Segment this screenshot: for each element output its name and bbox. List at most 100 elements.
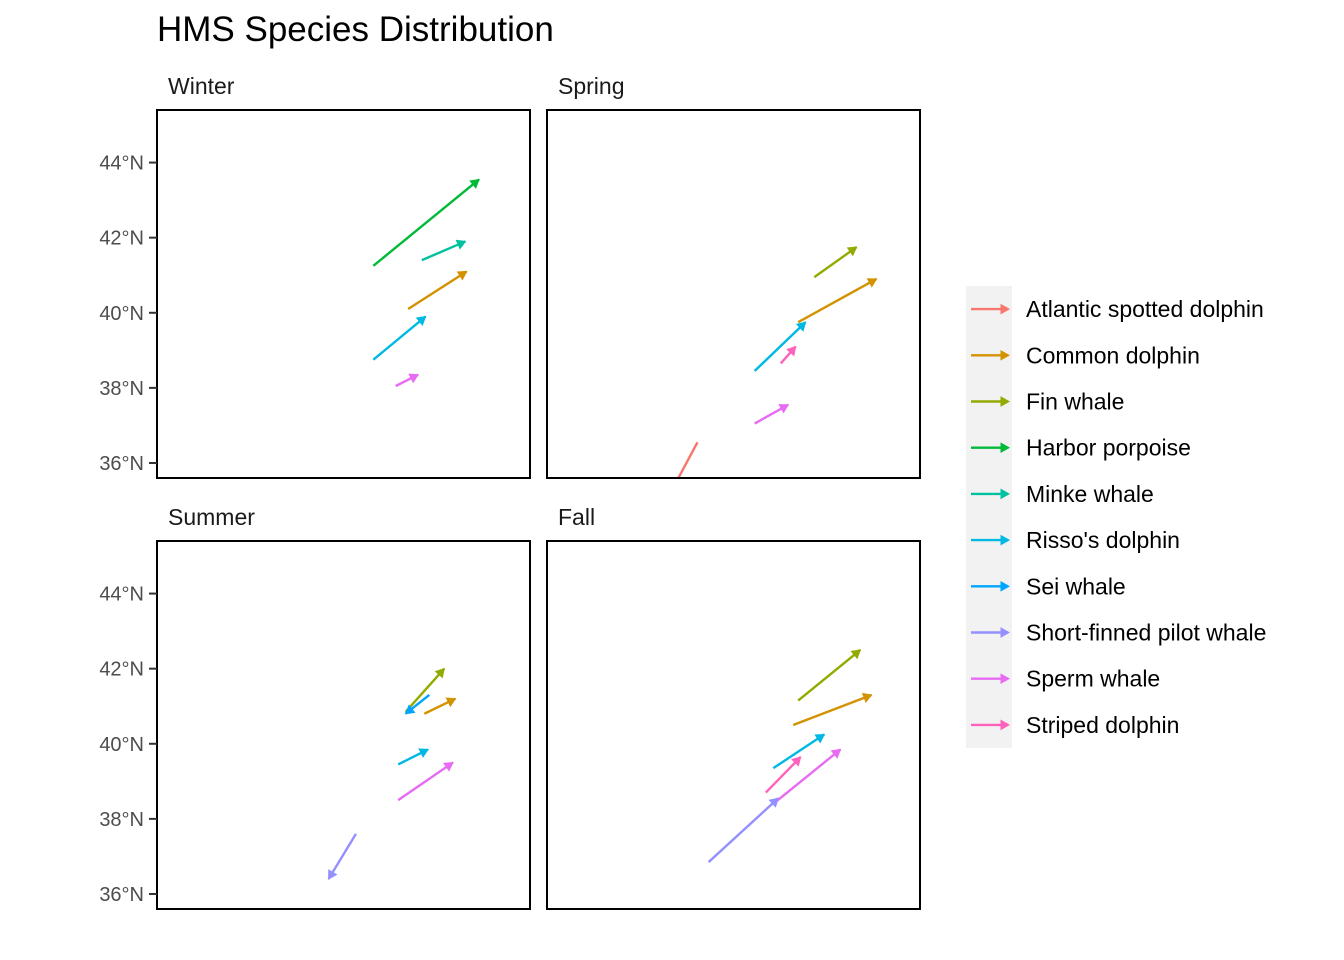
arrow-head: [415, 315, 427, 326]
legend: Atlantic spotted dolphin Common dolphin Fi…: [966, 286, 1266, 748]
arrow-common-dolphin: [407, 270, 468, 311]
arrow-sperm-whale: [397, 761, 454, 802]
y-tick-label: 40°N: [99, 734, 144, 756]
legend-item: Common dolphin: [971, 342, 1200, 368]
legend-item: Sei whale: [971, 573, 1126, 599]
arrow-head: [404, 704, 416, 715]
legend-item: Striped dolphin: [971, 712, 1179, 738]
arrow-striped-dolphin: [764, 756, 802, 794]
facet-strip-label: Spring: [558, 73, 624, 99]
legend-label: Common dolphin: [1026, 342, 1200, 368]
arrow-head: [866, 278, 878, 288]
legend-key-arrow-head: [1000, 442, 1011, 454]
arrow-shaft: [372, 315, 427, 361]
arrow-head: [786, 345, 797, 357]
legend-key-arrow-head: [1000, 719, 1011, 731]
legend-item: Harbor porpoise: [971, 435, 1191, 461]
arrow-striped-dolphin: [779, 345, 797, 365]
legend-key-arrow-head: [1000, 534, 1011, 546]
panel-border: [156, 540, 531, 910]
facet-panel-summer: Summer: [156, 504, 531, 910]
arrow-fin-whale: [797, 648, 862, 702]
arrow-head: [408, 373, 419, 384]
arrow-risso-s-dolphin: [753, 321, 807, 372]
arrow-head: [791, 756, 802, 767]
arrow-head: [328, 869, 338, 880]
arrow-series: [372, 178, 480, 388]
arrow-common-dolphin: [423, 697, 457, 715]
facet-strip-label: Summer: [168, 504, 255, 530]
arrow-head: [445, 697, 457, 708]
arrow-shaft: [677, 441, 699, 478]
arrow-fin-whale: [404, 667, 446, 713]
legend-key-arrow-head: [1000, 349, 1011, 361]
arrow-sperm-whale: [395, 373, 419, 388]
arrow-shaft: [404, 667, 446, 713]
legend-label: Risso's dolphin: [1026, 527, 1180, 553]
arrow-head: [418, 748, 429, 758]
facet-panel-fall: Fall: [546, 504, 921, 910]
facet-panel-winter: Winter: [156, 73, 531, 479]
facet-panels: Winter Spring Summer Fall: [156, 73, 921, 910]
arrow-shaft: [797, 648, 862, 702]
arrow-shaft: [764, 756, 802, 794]
arrow-head: [469, 178, 480, 189]
arrow-atlantic-spotted-dolphin: [677, 441, 699, 478]
legend-item: Risso's dolphin: [971, 527, 1180, 553]
arrow-sei-whale: [404, 694, 431, 715]
legend-label: Harbor porpoise: [1026, 435, 1191, 461]
arrow-shaft: [707, 797, 780, 863]
arrow-head: [456, 270, 468, 281]
panel-border: [546, 109, 921, 479]
panel-border: [156, 109, 531, 479]
legend-item: Sperm whale: [971, 666, 1160, 692]
arrow-risso-s-dolphin: [397, 748, 429, 766]
arrow-risso-s-dolphin: [772, 733, 826, 770]
y-tick-label: 38°N: [99, 809, 144, 831]
arrow-head: [814, 733, 826, 744]
arrow-head: [861, 692, 873, 703]
arrow-short-finned-pilot-whale: [707, 797, 780, 863]
legend-key-arrow-head: [1000, 303, 1011, 315]
arrow-shaft: [792, 693, 872, 727]
arrow-shaft: [372, 178, 480, 267]
arrow-shaft: [397, 761, 454, 802]
legend-key-arrow-head: [1000, 488, 1011, 500]
y-axis: 36°N 38°N 40°N 42°N 44°N: [99, 584, 157, 906]
arrow-shaft: [813, 246, 858, 279]
y-axis: 36°N 38°N 40°N 42°N 44°N: [99, 153, 157, 475]
y-tick-label: 36°N: [99, 453, 144, 475]
arrow-series: [327, 667, 457, 880]
y-tick-label: 44°N: [99, 584, 144, 606]
arrow-common-dolphin: [797, 277, 878, 324]
arrow-shaft: [772, 733, 825, 770]
arrow-risso-s-dolphin: [372, 315, 427, 361]
legend-item: Short-finned pilot whale: [971, 620, 1266, 646]
facet-panel-spring: Spring: [546, 73, 921, 479]
legend-label: Minke whale: [1026, 481, 1154, 507]
arrow-shaft: [772, 748, 842, 805]
arrow-head: [443, 761, 454, 772]
chart-title: HMS Species Distribution: [157, 10, 554, 49]
legend-label: Sei whale: [1026, 573, 1126, 599]
arrow-shaft: [797, 277, 878, 324]
legend-label: Striped dolphin: [1026, 712, 1179, 738]
panel-border: [546, 540, 921, 910]
y-tick-label: 44°N: [99, 153, 144, 175]
facet-strip-label: Fall: [558, 504, 595, 530]
legend-label: Sperm whale: [1026, 666, 1160, 692]
arrow-head: [846, 246, 858, 257]
legend-key-background: [966, 286, 1012, 748]
arrow-sperm-whale: [772, 748, 842, 805]
arrow-head: [778, 404, 790, 414]
arrow-head: [768, 797, 779, 808]
arrow-short-finned-pilot-whale: [327, 833, 357, 880]
arrow-series: [707, 648, 873, 863]
legend-key-arrow-head: [1000, 396, 1011, 407]
legend-label: Short-finned pilot whale: [1026, 620, 1266, 646]
facet-strip-label: Winter: [168, 73, 235, 99]
legend-key-arrow-head: [1000, 673, 1011, 685]
legend-label: Fin whale: [1026, 389, 1124, 415]
y-axes: 36°N 38°N 40°N 42°N 44°N 36°N 38°N 40°N 42°N 44°N: [99, 153, 157, 906]
